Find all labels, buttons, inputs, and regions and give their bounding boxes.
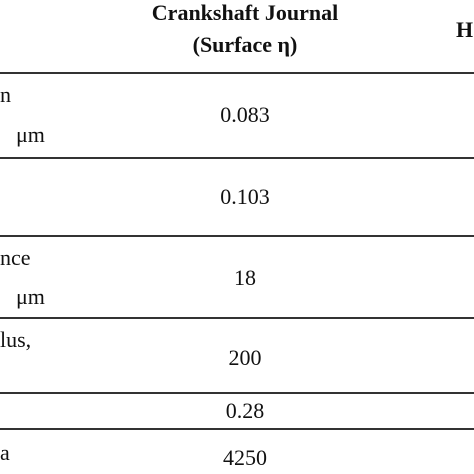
value-cell: 200 (228, 345, 262, 370)
value-cell: 18 (234, 265, 256, 290)
label-cell: a (0, 440, 10, 465)
label-cell: nce (0, 245, 31, 270)
header-col2: H (456, 17, 474, 42)
rule (0, 317, 474, 319)
value-cell: 4250 (223, 445, 267, 470)
rule (0, 72, 474, 74)
value-cell: 0.083 (220, 102, 270, 127)
rule (0, 392, 474, 394)
rule (0, 235, 474, 237)
label-cell: μm (16, 284, 45, 309)
value-cell: 0.28 (225, 398, 265, 423)
label-cell: n (0, 82, 11, 107)
header-col1-line1: Crankshaft Journal (151, 0, 339, 25)
rule (0, 157, 474, 159)
header-col1-line2: (Surface η) (192, 32, 298, 57)
rule (0, 428, 474, 430)
label-cell: lus, (0, 327, 32, 352)
label-cell: μm (16, 122, 45, 147)
value-cell: 0.103 (220, 184, 270, 209)
